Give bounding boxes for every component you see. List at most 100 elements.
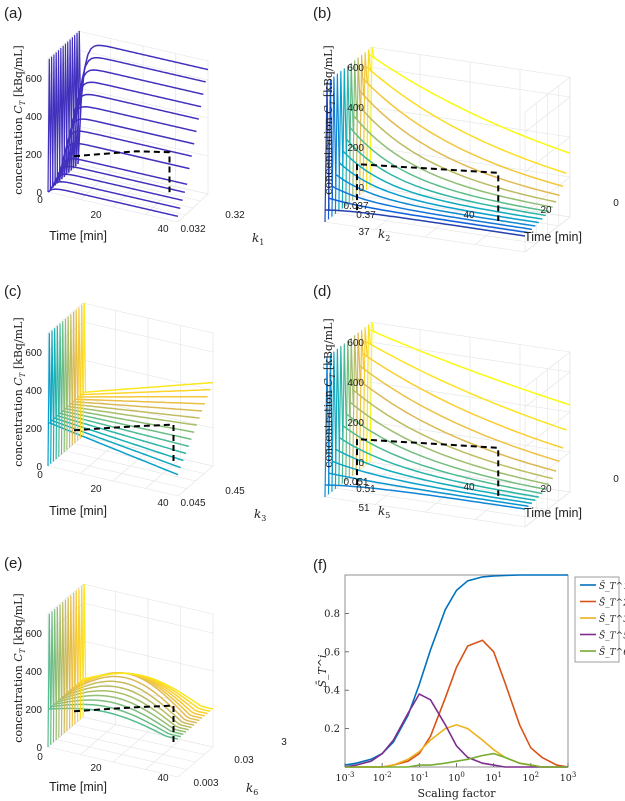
curve-spike <box>77 307 81 441</box>
curve-spike <box>369 321 375 463</box>
curve-spike <box>58 47 63 182</box>
concentration-curve <box>362 78 564 188</box>
grid-line <box>524 216 571 253</box>
curve-spike <box>324 81 330 223</box>
curve-spike <box>352 60 358 201</box>
concentration-curve <box>366 341 567 431</box>
concentration-curve <box>366 66 567 175</box>
z-tick-label: 200 <box>25 705 42 716</box>
curve-spike <box>60 602 65 736</box>
z-tick-label: 600 <box>25 348 42 359</box>
series-line-1 <box>344 574 568 766</box>
concentration-curve <box>341 149 543 220</box>
curve-spike <box>327 354 334 495</box>
time-tick-label: 20 <box>90 210 102 221</box>
concentration-curve <box>352 114 553 208</box>
param-tick-label: 51 <box>358 503 370 514</box>
time-tick-label: 40 <box>463 210 475 221</box>
curve-family <box>47 30 209 218</box>
param-tick-label: 0.51 <box>356 484 376 495</box>
plot-area <box>344 574 569 768</box>
concentration-curve <box>338 161 539 224</box>
grid-line <box>524 491 571 528</box>
concentration-curve <box>362 353 564 449</box>
z-tick-label: 0 <box>36 743 42 754</box>
x-tick-label: 102 <box>523 771 540 784</box>
x-tick-label: 10-2 <box>373 771 392 784</box>
z-tick-label: 0 <box>358 183 364 194</box>
concentration-curve <box>63 118 195 177</box>
z-axis-label: concentration CT [kBq/mL] <box>12 317 27 466</box>
param-tick-label: 0.051 <box>343 477 368 488</box>
curve-spike <box>50 330 54 464</box>
grid-line <box>424 201 471 238</box>
curve-spike <box>359 54 365 196</box>
time-tick-label: 20 <box>540 484 552 495</box>
x-tick-label: 10-3 <box>336 771 355 784</box>
z-tick-label: 0 <box>358 458 364 469</box>
grid-line <box>112 731 149 763</box>
curve-family <box>47 583 214 748</box>
panel-f: (f) 10-3 10-2 10-1 100 101 102 103 0.2 0.4 0.6 0.8 S… <box>313 557 625 800</box>
panel-label: (f) <box>313 557 327 574</box>
curve-spike <box>79 586 84 720</box>
time-tick-label: 0 <box>37 752 43 763</box>
concentration-curve <box>68 93 199 173</box>
panel-label: (c) <box>4 283 22 300</box>
curve-spike <box>47 613 52 748</box>
grid-line <box>80 724 116 755</box>
panel-label: (b) <box>313 5 331 22</box>
curve-spike <box>68 595 73 729</box>
concentration-curve <box>345 137 546 217</box>
x-tick-label: 103 <box>560 771 577 784</box>
curve-spike <box>47 332 52 467</box>
curve-spike <box>65 41 70 175</box>
concentration-curve <box>328 472 529 508</box>
curve-spike <box>66 597 71 731</box>
curve-spike <box>74 309 79 443</box>
curve-spike <box>54 52 59 186</box>
x-tick-label: 100 <box>448 771 465 784</box>
param-axis-label: k2 <box>378 227 390 243</box>
reference-dashed-line <box>73 704 175 746</box>
curve-spike <box>63 43 68 177</box>
time-axis-label: Time [min] <box>49 780 107 794</box>
z-axis-label: concentration CT [kBq/mL] <box>322 318 337 467</box>
concentration-curve <box>58 142 190 182</box>
time-tick-label: 0 <box>37 470 43 481</box>
y-tick-label: 0.8 <box>324 609 340 620</box>
z-tick-label: 600 <box>25 74 42 85</box>
concentration-curve <box>49 181 181 210</box>
legend-box <box>574 576 620 663</box>
z-tick-label: 200 <box>25 424 42 435</box>
param-tick-label: 0.003 <box>193 778 218 789</box>
concentration-curve <box>77 44 209 165</box>
curve-spike <box>52 328 57 462</box>
curve-spike <box>77 30 82 165</box>
z-tick-label: 0 <box>36 462 42 473</box>
grid-line <box>474 209 521 245</box>
param-tick-label: 0.37 <box>356 210 376 221</box>
z-tick-label: 200 <box>347 143 364 154</box>
concentration-curve <box>369 329 571 406</box>
time-tick-label: 40 <box>157 224 169 235</box>
panel-label: (a) <box>4 5 22 22</box>
param-tick-label: 0.03 <box>234 755 254 766</box>
concentration-curve <box>82 672 214 710</box>
reference-dashed-line <box>356 438 500 496</box>
curve-spike <box>82 583 87 718</box>
curve-spike <box>327 79 334 220</box>
z-tick-label: 400 <box>25 386 42 397</box>
curve-spike <box>75 32 79 167</box>
concentration-curve <box>324 484 526 510</box>
param-axis-label: k5 <box>378 504 390 520</box>
grid-line <box>177 193 209 223</box>
concentration-curve <box>359 365 560 463</box>
grid-line <box>177 746 214 778</box>
concentration-curve <box>335 448 536 502</box>
z-axis-label: concentration CT [kBq/mL] <box>322 45 337 194</box>
concentration-curve <box>348 126 550 213</box>
z-tick-label: 400 <box>25 667 42 678</box>
z-tick-label: 600 <box>347 63 364 74</box>
